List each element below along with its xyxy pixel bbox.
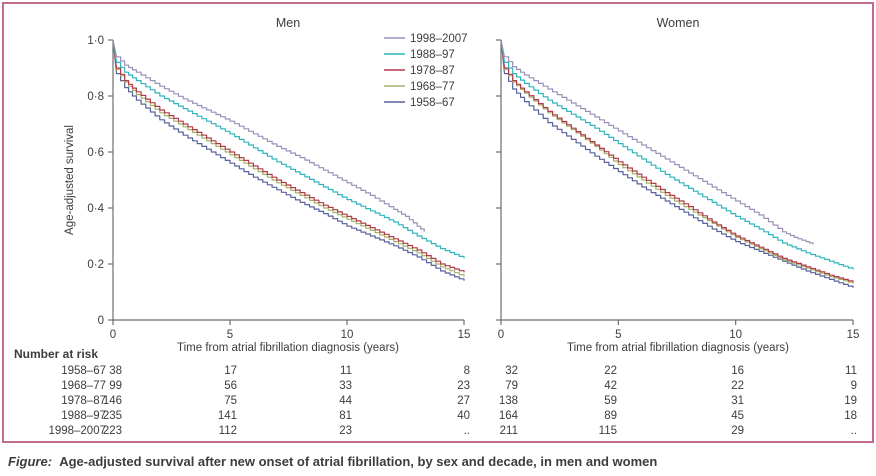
legend: 1998–2007 1988–97 1978–87 1968–77 1958–67 <box>384 33 468 109</box>
y-axis-title: Age-adjusted survival <box>64 125 76 235</box>
risk-value: 40 <box>457 410 470 422</box>
risk-value: 223 <box>103 425 122 437</box>
x-axis-title-women: Time from atrial fibrillation diagnosis … <box>567 342 789 354</box>
figure-frame <box>2 2 874 443</box>
legend-label: 1958–67 <box>410 97 455 109</box>
risk-value: 56 <box>224 380 237 392</box>
risk-value: 59 <box>604 395 617 407</box>
risk-value: 16 <box>731 365 744 377</box>
survival-plot-women: 0 5 10 15 <box>496 39 860 341</box>
legend-label: 1988–97 <box>410 49 455 61</box>
risk-value: 19 <box>844 395 857 407</box>
risk-value: 146 <box>103 395 122 407</box>
x-tick-label: 0 <box>110 329 116 341</box>
x-tick-label: 10 <box>729 329 742 341</box>
figure-caption: Figure: Age-adjusted survival after new … <box>8 454 657 469</box>
survival-plot-men: 1·0 0·8 0·6 0·4 0·2 00 5 10 15 <box>87 35 470 341</box>
risk-value: 9 <box>851 380 857 392</box>
risk-value: .. <box>464 425 470 437</box>
risk-value: 45 <box>731 410 744 422</box>
legend-label: 1998–2007 <box>410 33 468 45</box>
risk-value: 11 <box>340 365 352 377</box>
risk-value: 81 <box>339 410 352 422</box>
legend-label: 1978–87 <box>410 65 455 77</box>
risk-value: 18 <box>844 410 857 422</box>
x-tick-label: 10 <box>341 329 354 341</box>
risk-value: 141 <box>218 410 237 422</box>
risk-value: 22 <box>604 365 617 377</box>
risk-value: 29 <box>731 425 744 437</box>
panel-title-women: Women <box>657 16 700 30</box>
risk-table-header: Number at risk <box>14 347 98 361</box>
survival-curve-1968-77 <box>112 39 465 277</box>
risk-value: 112 <box>219 425 237 437</box>
risk-value: 11 <box>845 365 857 377</box>
risk-row-label: 1958–67 <box>61 365 106 377</box>
risk-row-label: 1988–97 <box>61 410 106 422</box>
x-axis-title-men: Time from atrial fibrillation diagnosis … <box>177 342 399 354</box>
risk-value: 75 <box>224 395 237 407</box>
y-tick-label: 0·6 <box>87 147 104 159</box>
caption-text: Age-adjusted survival after new onset of… <box>59 454 657 469</box>
survival-curve-1958-67 <box>500 39 854 288</box>
survival-curve-1998-2007 <box>112 39 425 232</box>
risk-row-label: 1968–77 <box>61 380 106 392</box>
risk-value: 31 <box>731 395 744 407</box>
risk-value: 17 <box>224 365 237 377</box>
risk-value: 235 <box>103 410 122 422</box>
survival-curve-1988-97 <box>500 39 854 270</box>
x-tick-label: 5 <box>227 329 233 341</box>
x-tick-label: 15 <box>847 329 860 341</box>
panel-title-men: Men <box>276 16 300 30</box>
risk-value: 44 <box>339 395 352 407</box>
risk-value: 211 <box>500 425 518 437</box>
y-tick-label: 1·0 <box>87 35 104 47</box>
risk-value: 22 <box>731 380 744 392</box>
survival-curve-1958-67 <box>112 39 465 281</box>
risk-value: .. <box>851 425 857 437</box>
risk-value: 32 <box>505 365 518 377</box>
risk-value: 115 <box>599 425 617 437</box>
y-tick-label: 0·8 <box>87 91 104 103</box>
risk-value: 42 <box>604 380 617 392</box>
survival-curve-1988-97 <box>112 39 465 259</box>
x-tick-label: 5 <box>615 329 621 341</box>
y-tick-label: 0 <box>98 315 104 327</box>
risk-value: 89 <box>604 410 617 422</box>
number-at-risk-table: Number at risk 1958–67 38 17 11 8 32 22 16 11 196… <box>14 347 857 437</box>
risk-value: 23 <box>339 425 352 437</box>
caption-label: Figure: <box>8 454 52 469</box>
survival-curve-1968-77 <box>500 39 854 284</box>
x-tick-label: 0 <box>498 329 504 341</box>
risk-value: 79 <box>505 380 518 392</box>
x-tick-label: 15 <box>458 329 471 341</box>
survival-curve-1978-87 <box>500 39 854 283</box>
legend-label: 1968–77 <box>410 81 455 93</box>
risk-value: 164 <box>499 410 519 422</box>
risk-value: 27 <box>457 395 470 407</box>
risk-row-label: 1998–2007 <box>48 425 106 437</box>
survival-curve-1978-87 <box>112 39 465 273</box>
risk-value: 38 <box>109 365 122 377</box>
risk-value: 33 <box>339 380 352 392</box>
risk-value: 23 <box>457 380 470 392</box>
risk-row-label: 1978–87 <box>61 395 106 407</box>
y-tick-label: 0·2 <box>87 259 104 271</box>
risk-value: 8 <box>464 365 470 377</box>
risk-value: 99 <box>109 380 122 392</box>
survival-curve-1998-2007 <box>500 39 814 245</box>
y-tick-label: 0·4 <box>87 203 104 215</box>
risk-value: 138 <box>499 395 518 407</box>
